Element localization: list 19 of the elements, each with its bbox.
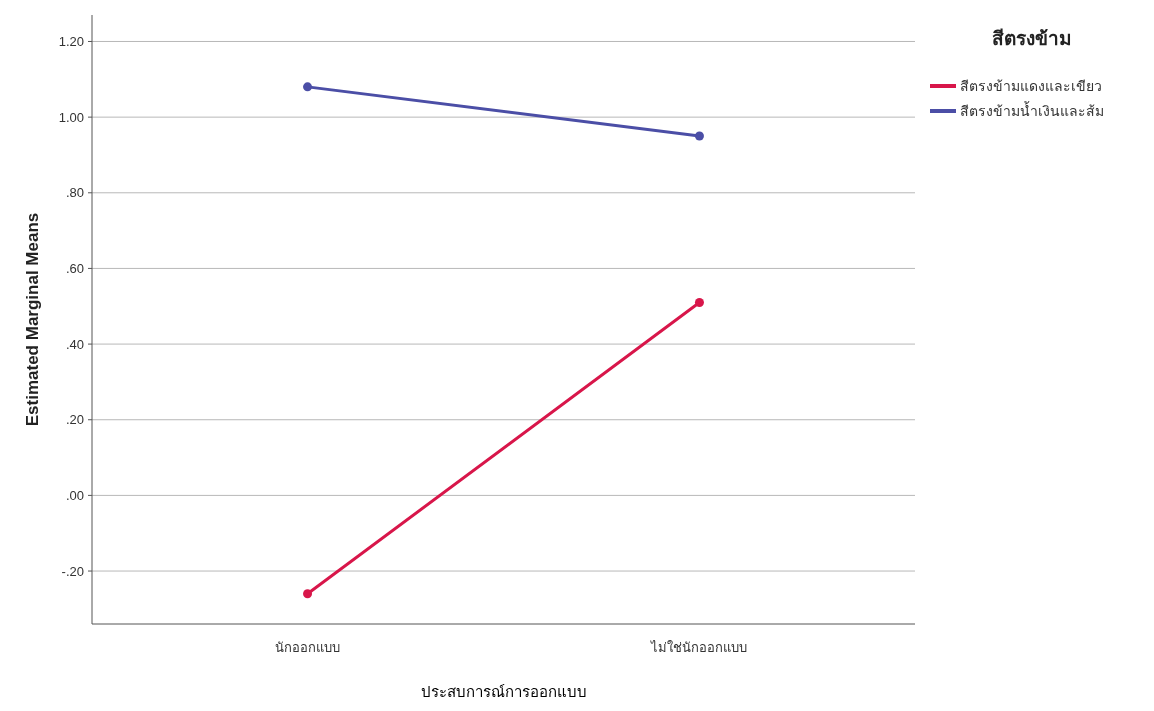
point (303, 82, 313, 92)
x-tick-label: นักออกแบบ (275, 640, 341, 655)
y-tick-label: 1.00 (58, 109, 84, 125)
point (694, 297, 704, 307)
y-tick-label: .40 (65, 336, 84, 352)
y-tick-label: .20 (65, 412, 84, 428)
y-tick-label: .00 (65, 487, 84, 503)
legend-label: สีตรงข้ามแดงและเขียว (960, 77, 1102, 94)
x-tick-label: ไม่ใช่นักออกแบบ (650, 640, 748, 655)
point (694, 131, 704, 141)
y-tick-label: .60 (65, 260, 84, 276)
point (303, 589, 313, 599)
y-tick-label: .80 (65, 185, 84, 201)
y-tick-label: -.20 (61, 563, 84, 579)
y-tick-label: 1.20 (58, 34, 84, 50)
x-axis-title: ประสบการณ์การออกแบบ (420, 683, 587, 700)
legend-title: สีตรงข้าม (992, 28, 1072, 49)
legend-label: สีตรงข้ามน้ำเงินและส้ม (960, 100, 1104, 119)
y-axis-title: Estimated Marginal Means (23, 212, 42, 427)
